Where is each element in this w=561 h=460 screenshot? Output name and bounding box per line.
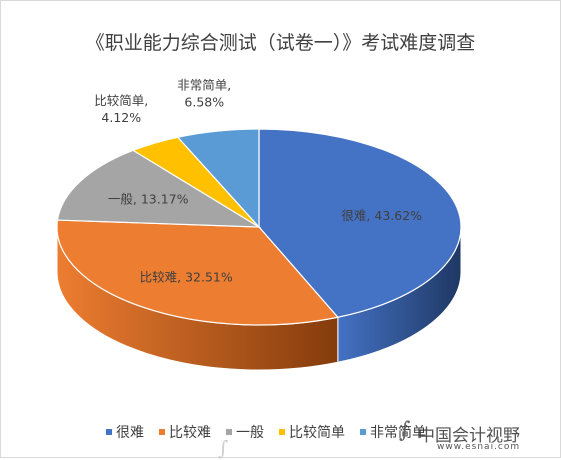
- data-label-text: 很难, 43.62%: [341, 208, 422, 223]
- pie-slice-很难: [258, 128, 462, 318]
- legend-label: 很难: [116, 425, 144, 441]
- legend-item-比较难: 比较难: [159, 422, 211, 442]
- legend-swatch: [360, 429, 366, 435]
- pie-slice-非常简单: [176, 128, 260, 229]
- legend-swatch: [226, 429, 232, 435]
- legend-item-一般: 一般: [226, 422, 264, 442]
- legend: 很难 比较难 一般 比较简单 非常简单: [106, 422, 426, 442]
- legend-label: 一般: [236, 425, 264, 441]
- legend-swatch: [159, 429, 165, 435]
- data-label-name: 非常简单,: [177, 77, 231, 92]
- legend-label: 非常简单: [370, 425, 426, 441]
- data-label-一般: 一般, 13.17%: [108, 192, 189, 207]
- legend-item-很难: 很难: [106, 422, 144, 442]
- data-label-text: 比较难, 32.51%: [140, 269, 233, 284]
- data-label-name: 比较简单,: [94, 93, 148, 108]
- legend-label: 比较简单: [289, 425, 345, 441]
- data-label-value: 4.12%: [101, 110, 141, 125]
- data-label-很难: 很难, 43.62%: [341, 208, 422, 223]
- legend-label: 比较难: [169, 425, 211, 441]
- chart-title: 《职业能力综合测试（试卷一）》考试难度调查: [85, 32, 476, 54]
- data-label-比较难: 比较难, 32.51%: [140, 269, 233, 284]
- pie-slice-比较难: [56, 219, 339, 326]
- watermark-logo: ∫: [399, 418, 411, 443]
- watermark-url: www.esnai.com: [437, 442, 521, 452]
- data-label-非常简单: 非常简单, 6.58%: [177, 77, 231, 109]
- watermark-text: 中国会计视野: [418, 426, 520, 446]
- data-label-比较简单: 比较简单, 4.12%: [94, 93, 148, 125]
- pie-slice-一般: [56, 149, 262, 228]
- data-label-value: 6.58%: [184, 94, 224, 109]
- legend-item-非常简单: 非常简单: [360, 422, 426, 442]
- legend-swatch: [279, 429, 285, 435]
- watermark-logo-faint: ∫: [218, 436, 229, 460]
- legend-swatch: [106, 429, 112, 435]
- data-label-text: 一般, 13.17%: [108, 192, 189, 207]
- legend-item-比较简单: 比较简单: [279, 422, 345, 442]
